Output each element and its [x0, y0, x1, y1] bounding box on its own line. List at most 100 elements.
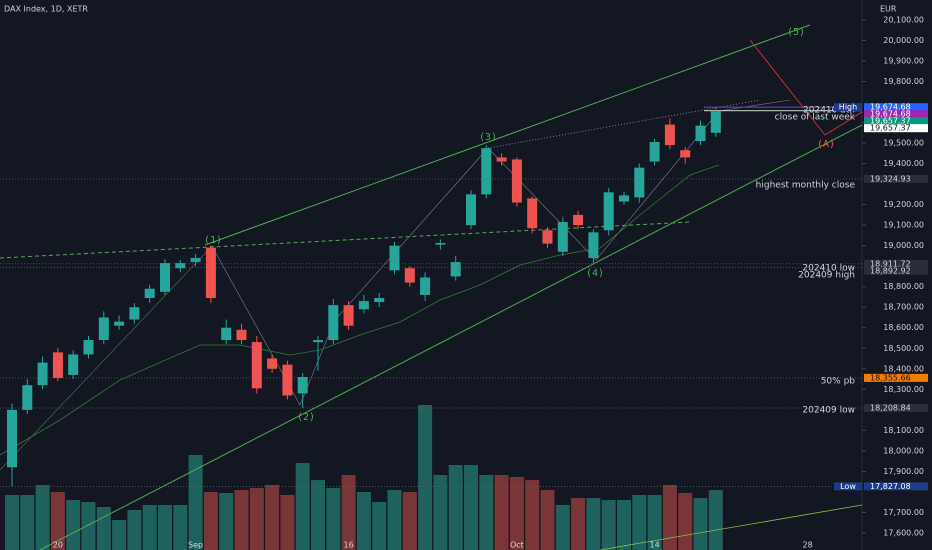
- volume-bar: [188, 455, 203, 550]
- volume-bar: [265, 485, 280, 550]
- annotation: 202410 ath: [803, 106, 855, 116]
- volume-bar: [203, 492, 218, 550]
- candle-body: [251, 342, 262, 389]
- volume-bar: [647, 495, 662, 550]
- wave-label: (2): [297, 412, 315, 423]
- candle-body: [175, 263, 186, 269]
- price-badge: [864, 373, 928, 382]
- bottom-line: [599, 504, 863, 550]
- x-tick-label: Sep: [188, 541, 203, 550]
- candle-body: [37, 362, 48, 386]
- wave-label: (3): [479, 132, 497, 143]
- price-badge: [864, 117, 928, 126]
- candle-body: [680, 150, 691, 158]
- dotted-line: [487, 99, 761, 149]
- y-tick-label: 19,500.00: [883, 139, 924, 148]
- candle-body: [297, 376, 308, 394]
- price-badge: [864, 266, 928, 275]
- price-badge: [864, 259, 928, 268]
- y-tick-label: 18,400.00: [883, 364, 924, 373]
- volume-bar: [66, 500, 81, 550]
- y-tick-label: 19,900.00: [883, 56, 924, 65]
- volume-bar: [387, 490, 402, 550]
- candle-body: [404, 268, 415, 283]
- wave-label: (5): [787, 27, 805, 38]
- candle-body: [695, 125, 706, 141]
- volume-bar: [662, 485, 677, 550]
- currency: EUR: [880, 5, 897, 14]
- candle-body: [374, 297, 385, 303]
- volume-bar: [311, 480, 325, 550]
- y-tick-label: 17,600.00: [883, 528, 924, 537]
- y-tick-label: 19,400.00: [883, 159, 924, 168]
- annotation: 202410 low: [802, 264, 855, 274]
- wave-label: (1): [204, 235, 222, 246]
- y-tick-label: 18,700.00: [883, 303, 924, 312]
- volume-bar: [173, 505, 188, 550]
- badge-tag: [834, 482, 862, 491]
- volume-bar: [494, 475, 509, 550]
- x-tick-label: 14: [650, 541, 660, 550]
- x-tick-label: 28: [803, 541, 813, 550]
- price-badge-label: 18,892.92: [870, 266, 911, 275]
- volume-bar: [249, 488, 264, 550]
- volume-bar: [158, 505, 172, 550]
- volume-bar: [433, 475, 448, 550]
- price-badge: [864, 103, 928, 112]
- volume-bar: [464, 465, 478, 550]
- volume-bar: [540, 490, 555, 550]
- price-badge-label: 18,355.66: [870, 373, 911, 382]
- volume-bar: [418, 405, 433, 550]
- candle-body: [68, 354, 79, 375]
- volume-bar: [617, 500, 631, 550]
- candle-body: [190, 257, 201, 263]
- candle-body: [205, 247, 216, 298]
- candle-body: [144, 288, 155, 298]
- price-badge-label: 19,324.93: [870, 174, 911, 183]
- candle-body: [450, 262, 461, 277]
- y-tick-label: 19,100.00: [883, 221, 924, 230]
- dashed-trendline: [0, 221, 691, 259]
- candle-body: [466, 194, 476, 226]
- badge-tag: [834, 103, 862, 112]
- candle-body: [221, 327, 232, 341]
- volume-bar: [402, 492, 417, 550]
- volume-bar: [20, 495, 35, 550]
- volume-layer: [5, 405, 723, 550]
- candle-body: [496, 157, 507, 162]
- volume-bar: [372, 502, 387, 550]
- volume-bar: [219, 493, 234, 550]
- y-tick-label: 19,800.00: [883, 77, 924, 86]
- annotation: highest monthly close: [756, 181, 856, 191]
- price-badge-label: 19,657.37: [870, 124, 911, 133]
- candle-body: [358, 301, 369, 310]
- y-tick-label: 18,500.00: [883, 344, 924, 353]
- volume-bar: [708, 490, 723, 550]
- price-badge: [864, 124, 928, 133]
- volume-bar: [280, 495, 295, 550]
- candle-body: [52, 352, 63, 379]
- annotation: close of last week: [775, 113, 856, 123]
- volume-bar: [96, 507, 111, 550]
- volume-bar: [525, 480, 540, 550]
- annotation: 202409 high: [798, 271, 855, 281]
- price-badge-label: 19,657.37: [870, 117, 911, 126]
- price-badge-label: 19,674.68: [870, 110, 911, 119]
- price-badge-label: 18,911.72: [870, 259, 911, 268]
- candle-body: [282, 364, 293, 396]
- y-tick-label: 18,600.00: [883, 323, 924, 332]
- volume-bar: [509, 477, 524, 550]
- candle-body: [22, 385, 33, 410]
- annotation: 50% pb: [821, 377, 856, 387]
- price-badge: [864, 404, 928, 413]
- candle-body: [114, 321, 125, 326]
- volume-bar: [142, 505, 157, 550]
- y-tick-label: 18,100.00: [883, 426, 924, 435]
- y-tick-label: 18,300.00: [883, 385, 924, 394]
- x-tick-label: 16: [344, 541, 354, 550]
- x-tick-label: Oct: [510, 541, 524, 550]
- candle-body: [511, 159, 522, 203]
- volume-bar: [632, 495, 647, 550]
